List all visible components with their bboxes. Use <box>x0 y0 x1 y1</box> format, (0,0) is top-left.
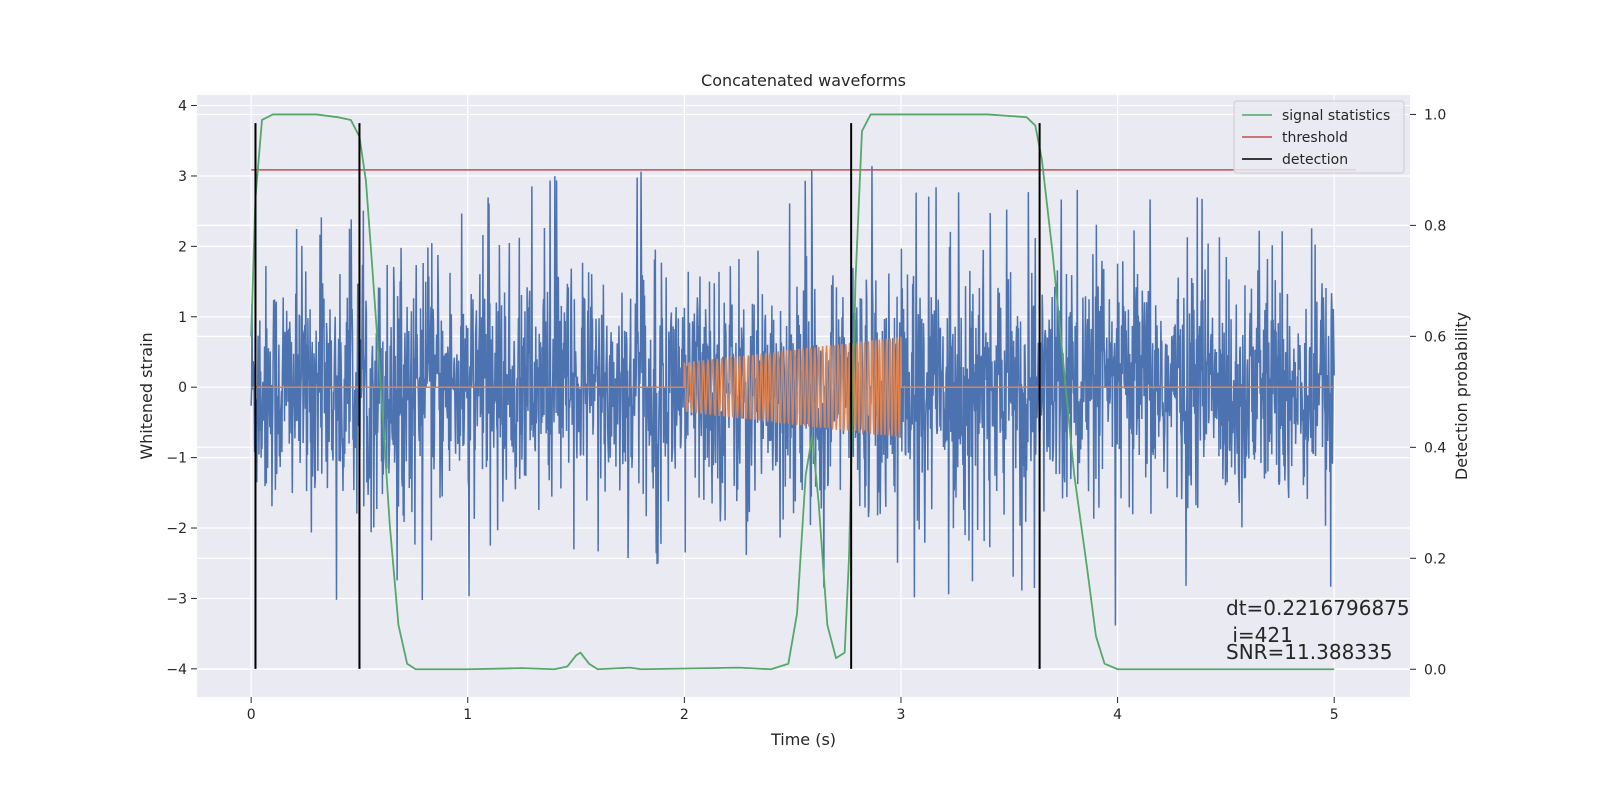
x-tick-label: 1 <box>463 707 472 723</box>
x-tick-label: 0 <box>247 707 256 723</box>
annotation-dt: dt=0.2216796875 <box>1226 596 1410 620</box>
legend-label-signal-statistics: signal statistics <box>1282 108 1390 124</box>
series-layer <box>250 113 1356 671</box>
series-signal-statistics-line <box>250 113 1335 671</box>
y-tick-label: −2 <box>166 521 187 537</box>
y2-tick-label: 0.6 <box>1424 329 1446 345</box>
annotation-index: i=421 <box>1226 623 1293 647</box>
legend-label-threshold: threshold <box>1282 130 1348 146</box>
chart-title: Concatenated waveforms <box>701 71 906 90</box>
y-tick-label: 2 <box>178 239 187 255</box>
y-tick-label: −4 <box>166 662 187 678</box>
x-axis-label: Time (s) <box>770 730 836 749</box>
y-axis-label: Whitened strain <box>137 332 156 459</box>
y-tick-label: −3 <box>166 591 187 607</box>
x-tick-label: 3 <box>897 707 906 723</box>
y-tick-label: 4 <box>178 99 187 115</box>
series-injected-signal-line <box>251 336 1335 438</box>
y-tick-label: −1 <box>166 451 187 467</box>
y2-tick-label: 1.0 <box>1424 107 1446 123</box>
axes-layer: 0 1 2 3 4 5 −4 −3 −2 −1 0 1 2 3 4 0.0 0.2 0.4 0.6 0.8 1.0 <box>166 99 1446 723</box>
x-tick-label: 5 <box>1330 707 1339 723</box>
y2-axis-label: Detection probability <box>1452 312 1471 480</box>
y-tick-label: 3 <box>178 169 187 185</box>
y-tick-label: 0 <box>178 380 187 396</box>
y-tick-label: 1 <box>178 310 187 326</box>
legend-box <box>1233 100 1405 174</box>
legend: signal statistics threshold detection <box>1233 100 1405 174</box>
legend-label-detection: detection <box>1282 152 1348 168</box>
x-tick-label: 2 <box>680 707 689 723</box>
y2-tick-label: 0.2 <box>1424 551 1446 567</box>
y2-tick-label: 0.0 <box>1424 662 1446 678</box>
y2-tick-label: 0.8 <box>1424 218 1446 234</box>
y2-tick-label: 0.4 <box>1424 440 1446 456</box>
x-tick-label: 4 <box>1113 707 1122 723</box>
annotation-snr: SNR=11.388335 <box>1226 640 1392 664</box>
